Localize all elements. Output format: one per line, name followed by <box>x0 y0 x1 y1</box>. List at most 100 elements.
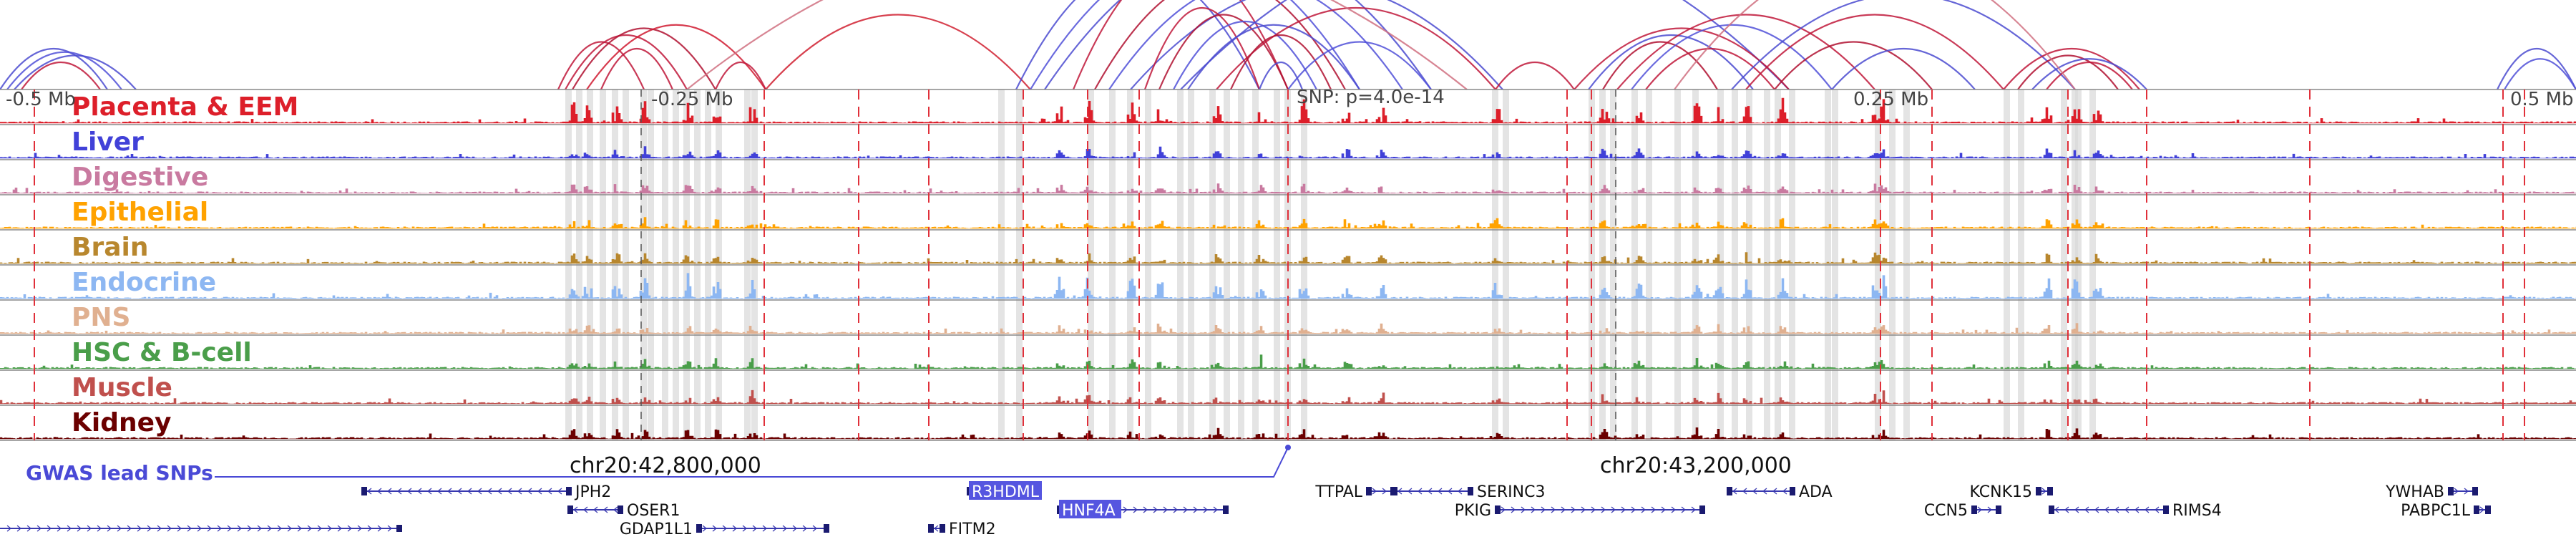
strand-arrow <box>317 525 322 532</box>
strand-arrow <box>547 488 552 495</box>
strand-arrow <box>377 525 382 532</box>
track-label: HSC & B-cell <box>72 338 252 367</box>
strand-arrow <box>467 488 472 495</box>
gene: KCNK15 <box>1970 483 2053 501</box>
strand-arrow <box>1203 506 1208 513</box>
strand-arrow <box>1782 488 1787 495</box>
strand-arrow <box>2124 506 2129 513</box>
gene-exon <box>1699 505 1705 514</box>
gene-exon <box>1996 505 2001 514</box>
strand-arrow <box>1193 506 1198 513</box>
strand-arrow <box>107 525 112 532</box>
track-label: Muscle <box>72 373 172 402</box>
gene-exon <box>696 524 702 533</box>
strand-arrow <box>16 525 21 532</box>
strand-arrow <box>297 525 302 532</box>
gene: CCN5 <box>1924 502 2001 520</box>
strand-arrow <box>752 525 757 532</box>
strand-arrow <box>337 525 342 532</box>
strand-arrow <box>327 525 332 532</box>
strand-arrow <box>237 525 242 532</box>
strand-arrow <box>1521 506 1526 513</box>
gene-label: PABPC1L <box>2401 502 2471 520</box>
strand-arrow <box>2135 506 2140 513</box>
gene-exon <box>1366 487 1372 495</box>
strand-arrow <box>207 525 212 532</box>
coordinate-label: chr20:42,800,000 <box>570 453 761 478</box>
strand-arrow <box>1641 506 1646 513</box>
strand-arrow <box>147 525 152 532</box>
track-signal <box>0 97 2576 124</box>
track-label: Endocrine <box>72 268 216 297</box>
track-label: Liver <box>72 127 144 157</box>
strand-arrow <box>934 525 939 532</box>
strand-arrow <box>573 506 578 513</box>
strand-arrow <box>1133 506 1138 513</box>
gene-exon <box>567 505 573 514</box>
gene-label: KCNK15 <box>1970 483 2032 501</box>
strand-arrow <box>1772 488 1777 495</box>
loop-arc <box>1130 0 1503 90</box>
strand-arrow <box>247 525 252 532</box>
gene-exon <box>940 524 945 533</box>
gene-exon <box>1727 487 1732 495</box>
strand-arrow <box>1651 506 1656 513</box>
track-label: Placenta & EEM <box>72 92 298 122</box>
gene-exon <box>396 525 402 532</box>
gene-exon <box>1790 487 1795 495</box>
loop-arc <box>1030 0 1360 90</box>
loop-arc <box>1602 41 1718 90</box>
loop-arc <box>2504 58 2576 90</box>
gene: PABPC1L <box>2401 502 2491 520</box>
strand-arrow <box>603 506 608 513</box>
strand-arrow <box>217 525 222 532</box>
strand-arrow <box>1163 506 1168 513</box>
gene-exon <box>928 524 934 533</box>
strand-arrow <box>1143 506 1148 513</box>
strand-arrow <box>127 525 132 532</box>
strand-arrow <box>2104 506 2109 513</box>
gene-label: GDAP1L1 <box>620 521 693 537</box>
strand-arrow <box>2064 506 2069 513</box>
gene-exon <box>2163 505 2169 514</box>
loop-arc <box>1158 14 1289 90</box>
strand-arrow <box>1752 488 1757 495</box>
loop-arc <box>1631 24 1833 90</box>
gene-exon <box>618 505 623 514</box>
coordinate-axis: -0.5 Mb -0.25 Mb 0.25 Mb 0.5 Mb SNP: p=4… <box>6 87 2574 478</box>
strand-arrow <box>507 488 512 495</box>
gene-exon <box>1971 505 1977 514</box>
strand-arrow <box>397 488 402 495</box>
strand-arrow <box>2454 488 2459 495</box>
gene: TTPAL <box>1314 483 1396 501</box>
strand-arrow <box>1762 488 1767 495</box>
gene-label: CCN5 <box>1924 502 1968 520</box>
strand-arrow <box>1681 506 1686 513</box>
strand-arrow <box>6 525 11 532</box>
strand-arrow <box>1987 506 1992 513</box>
gene-exon <box>1392 487 1397 495</box>
strand-arrow <box>1123 506 1128 513</box>
gene-label: ADA <box>1799 483 1833 501</box>
gene-label: TTPAL <box>1314 483 1362 501</box>
gene-label: PKIG <box>1455 502 1491 520</box>
strand-arrow <box>1601 506 1606 513</box>
strand-arrow <box>702 525 707 532</box>
gene-label: OSER1 <box>627 502 680 520</box>
gene-label: R3HDML <box>972 483 1040 501</box>
snp-pvalue-label: SNP: p=4.0e-14 <box>1297 87 1445 108</box>
track-label: Brain <box>72 233 148 262</box>
strand-arrow <box>357 525 362 532</box>
strand-arrow <box>67 525 72 532</box>
strand-arrow <box>387 525 392 532</box>
strand-arrow <box>1691 506 1696 513</box>
loop-arc <box>1287 41 1432 90</box>
track-labels: Placenta & EEM Liver Digestive Epithelial Br… <box>72 92 298 437</box>
gene-exon <box>824 524 829 533</box>
loop-arc <box>1108 0 1403 90</box>
loop-arc <box>2003 48 2140 90</box>
loop-arc <box>1180 0 1790 90</box>
strand-arrow <box>137 525 142 532</box>
strand-arrow <box>812 525 817 532</box>
strand-arrow <box>57 525 62 532</box>
